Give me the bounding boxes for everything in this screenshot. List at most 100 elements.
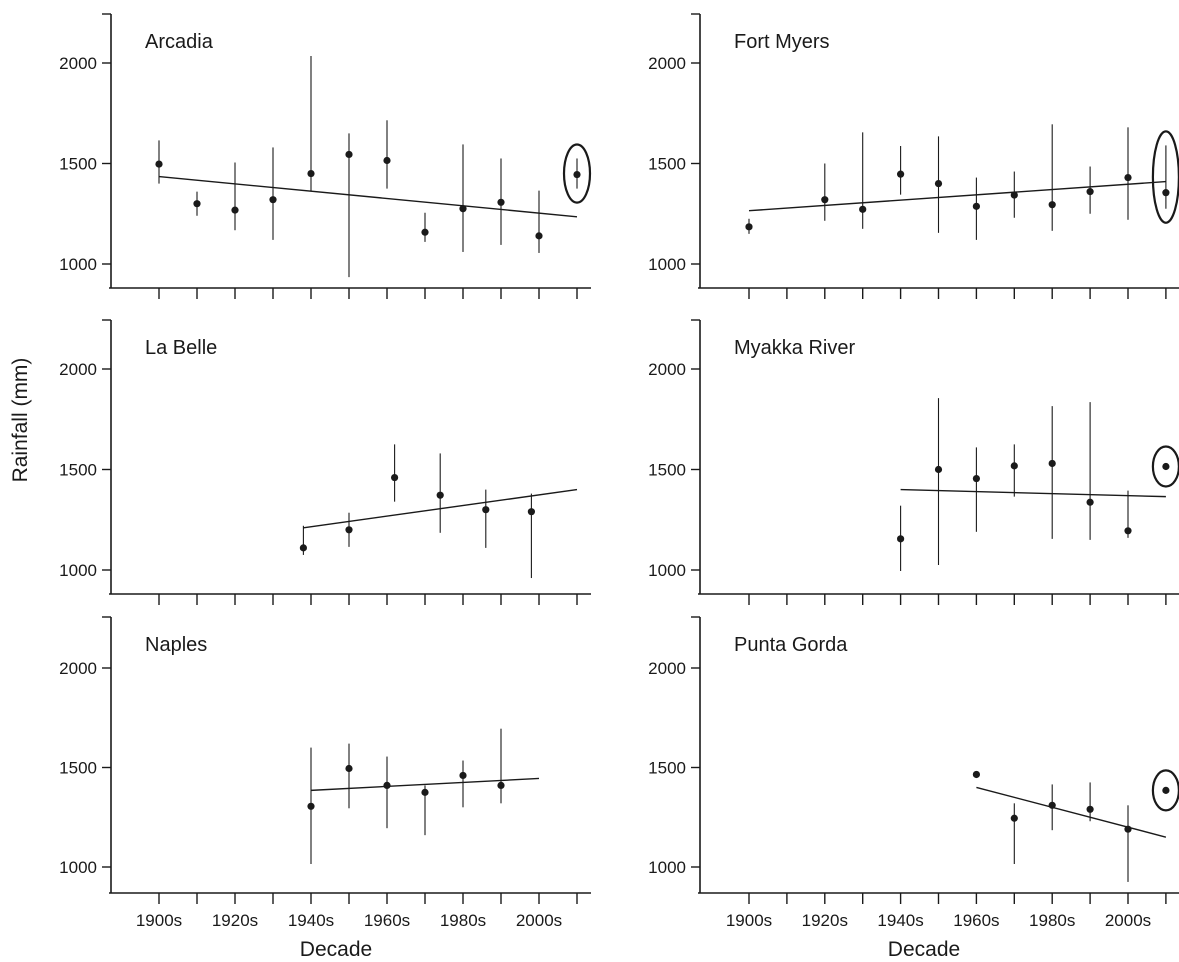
trend-line — [976, 786, 1167, 838]
data-point — [972, 770, 981, 779]
x-tick-label: 2000s — [516, 911, 562, 930]
x-axis-title-left: Decade — [300, 938, 372, 961]
highlight-point — [1162, 786, 1170, 794]
panel-title: Naples — [145, 634, 207, 656]
y-tick-label: 1000 — [59, 255, 97, 274]
data-point — [383, 781, 391, 790]
y-tick-label: 1000 — [59, 858, 97, 877]
data-point — [1086, 805, 1094, 813]
y-tick-label: 2000 — [59, 54, 97, 73]
data-point — [193, 200, 201, 208]
data-point — [535, 232, 543, 240]
trend-line — [158, 175, 578, 218]
data-point — [299, 544, 307, 552]
y-tick-label: 1500 — [59, 155, 97, 174]
data-point — [1086, 188, 1094, 196]
y-tick-label: 2000 — [648, 360, 686, 379]
data-point — [345, 150, 353, 159]
panel-fort-myers: 1000 1500 2000 Fort Myers — [648, 13, 1179, 299]
data-point — [421, 228, 429, 236]
y-tick-label: 1500 — [59, 759, 97, 778]
trend-line — [748, 180, 1166, 212]
data-point — [859, 205, 867, 213]
y-tick-label: 1000 — [648, 561, 686, 580]
panel-arcadia: 1000 1500 2000 Arcadia — [59, 13, 592, 299]
x-tick-label: 1920s — [802, 911, 848, 930]
x-tick-label: 1960s — [953, 911, 999, 930]
panel-title: La Belle — [145, 337, 217, 359]
data-point — [527, 508, 536, 516]
data-point — [383, 156, 391, 165]
data-point — [497, 198, 505, 206]
data-point — [821, 196, 829, 204]
data-point — [155, 160, 163, 168]
y-tick-label: 1000 — [648, 858, 686, 877]
data-point — [421, 788, 429, 796]
data-point — [1048, 459, 1056, 468]
data-point — [1124, 527, 1132, 535]
data-point — [1048, 201, 1056, 209]
data-point — [459, 205, 467, 213]
data-point — [231, 206, 239, 214]
highlight-point — [1162, 189, 1170, 197]
x-axis-title-right: Decade — [888, 938, 960, 961]
x-tick-label: 1980s — [1029, 911, 1075, 930]
data-point — [436, 491, 444, 499]
data-point — [897, 535, 905, 543]
x-tick-label: 1920s — [212, 911, 258, 930]
panel-title: Punta Gorda — [734, 634, 848, 656]
data-point — [307, 802, 315, 810]
panel-myakka-river: 1000 1500 2000 Myakka River — [648, 319, 1179, 605]
data-point — [482, 506, 490, 514]
data-point — [345, 526, 353, 534]
x-tick-label: 1960s — [364, 911, 410, 930]
highlight-ellipse — [562, 143, 592, 204]
data-point — [345, 764, 353, 773]
data-point — [1048, 801, 1056, 809]
panels: 1000 1500 2000 Arcadia 1000 1500 2000 Fort Myer… — [59, 13, 1179, 930]
y-tick-label: 1000 — [59, 561, 97, 580]
x-tick-label: 1940s — [877, 911, 923, 930]
data-point — [307, 169, 315, 178]
data-point — [1010, 814, 1018, 822]
y-axis-title: Rainfall (mm) — [9, 358, 32, 483]
y-tick-label: 1500 — [648, 759, 686, 778]
x-tick-label: 1900s — [726, 911, 772, 930]
panel-title: Fort Myers — [734, 31, 830, 53]
data-point — [1124, 825, 1132, 833]
x-tick-label: 2000s — [1105, 911, 1151, 930]
y-tick-label: 2000 — [59, 659, 97, 678]
highlight-point — [573, 170, 581, 179]
data-point — [391, 473, 399, 482]
data-point — [745, 223, 753, 231]
y-tick-label: 1500 — [648, 155, 686, 174]
panel-title: Arcadia — [145, 31, 214, 53]
highlight-point — [1162, 462, 1170, 471]
panel-la-belle: 1000 1500 2000 La Belle — [59, 319, 591, 605]
panel-title: Myakka River — [734, 337, 855, 359]
data-point — [1124, 173, 1132, 182]
data-point — [897, 170, 905, 178]
data-point — [1086, 498, 1094, 506]
panel-naples: 1000 1500 2000 1900s 1920s 1940s 1960s 1980s 200… — [59, 616, 591, 930]
panel-punta-gorda: 1000 1500 2000 1900s 1920s 1940s 1960s 1980s 200… — [648, 616, 1179, 930]
y-tick-label: 1500 — [648, 461, 686, 480]
x-tick-label: 1980s — [440, 911, 486, 930]
y-tick-label: 1000 — [648, 255, 686, 274]
data-point — [269, 196, 277, 204]
data-point — [972, 202, 981, 210]
y-tick-label: 2000 — [59, 360, 97, 379]
data-point — [497, 781, 505, 790]
trend-line — [900, 488, 1166, 498]
x-tick-label: 1940s — [288, 911, 334, 930]
x-tick-label: 1900s — [136, 911, 182, 930]
data-point — [1010, 462, 1018, 470]
y-tick-label: 2000 — [648, 54, 686, 73]
data-point — [1010, 191, 1018, 199]
data-point — [459, 771, 467, 780]
y-tick-label: 2000 — [648, 659, 686, 678]
data-point — [934, 180, 943, 188]
data-point — [934, 465, 943, 474]
y-tick-label: 1500 — [59, 461, 97, 480]
